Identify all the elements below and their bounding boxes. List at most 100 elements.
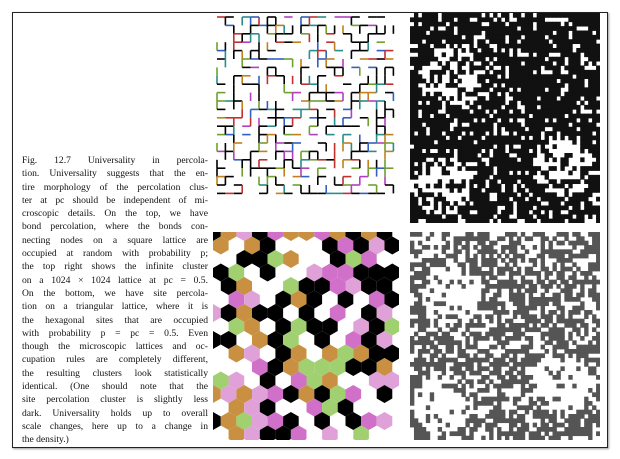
cluster-cell (568, 26, 572, 31)
cluster-cell (549, 13, 553, 18)
cluster-cell (450, 149, 454, 154)
cluster-cell (521, 345, 525, 350)
cluster-cell (418, 127, 422, 132)
cluster-cell (469, 61, 473, 66)
cluster-cell (592, 371, 596, 376)
cluster-cell (553, 57, 557, 62)
cluster-cell (446, 122, 450, 127)
cluster-cell (410, 83, 414, 88)
cluster-cell (533, 262, 537, 267)
cluster-cell (545, 427, 549, 432)
cluster-cell (438, 136, 442, 141)
cluster-cell (572, 210, 576, 215)
cluster-cell (418, 241, 422, 246)
cluster-cell (465, 436, 469, 440)
cluster-cell (489, 201, 493, 206)
cluster-cell (537, 118, 541, 123)
cluster-cell (410, 127, 414, 132)
cluster-cell (426, 280, 430, 285)
cluster-cell (533, 188, 537, 193)
cluster-cell (564, 340, 568, 345)
cluster-cell (596, 332, 600, 337)
cluster-cell (568, 210, 572, 215)
cluster-cell (485, 48, 489, 53)
cluster-cell (537, 74, 541, 79)
cluster-cell (414, 31, 418, 36)
cluster-cell (521, 96, 525, 101)
cluster-cell (568, 336, 572, 341)
cluster-cell (553, 262, 557, 267)
cluster-cell (525, 70, 529, 75)
cluster-cell (422, 310, 426, 315)
cluster-cell (418, 44, 422, 49)
cluster-cell (572, 118, 576, 123)
cluster-cell (446, 144, 450, 149)
cluster-cell (529, 219, 533, 223)
cluster-cell (509, 39, 513, 44)
cluster-cell (414, 332, 418, 337)
cluster-cell (560, 306, 564, 311)
cluster-cell (454, 105, 458, 110)
cluster-cell (576, 22, 580, 27)
cluster-cell (422, 31, 426, 36)
cluster-cell (572, 418, 576, 423)
cluster-cell (541, 13, 545, 18)
cluster-cell (545, 184, 549, 189)
cluster-cell (458, 70, 462, 75)
cluster-cell (414, 197, 418, 202)
cluster-cell (410, 96, 414, 101)
cluster-cell (438, 105, 442, 110)
cluster-cell (521, 206, 525, 211)
cluster-cell (461, 39, 465, 44)
cluster-cell (485, 258, 489, 263)
cluster-cell (454, 144, 458, 149)
cluster-cell (560, 101, 564, 106)
cluster-cell (438, 184, 442, 189)
cluster-cell (572, 92, 576, 97)
cluster-cell (592, 245, 596, 250)
cluster-cell (560, 310, 564, 315)
cluster-cell (414, 310, 418, 315)
cluster-cell (426, 122, 430, 127)
cluster-cell (584, 22, 588, 27)
cluster-cell (461, 362, 465, 367)
cluster-cell (533, 414, 537, 419)
cluster-cell (489, 66, 493, 71)
cluster-cell (430, 340, 434, 345)
cluster-cell (556, 210, 560, 215)
cluster-cell (533, 192, 537, 197)
cluster-cell (469, 127, 473, 132)
cluster-cell (430, 232, 434, 237)
cluster-cell (541, 118, 545, 123)
cluster-cell (446, 332, 450, 337)
cluster-cell (442, 166, 446, 171)
cluster-cell (560, 327, 564, 332)
cluster-cell (426, 245, 430, 250)
cluster-cell (497, 301, 501, 306)
cluster-cell (501, 210, 505, 215)
cluster-cell (509, 140, 513, 145)
cluster-cell (438, 22, 442, 27)
cluster-cell (489, 179, 493, 184)
cluster-cell (501, 323, 505, 328)
cluster-cell (501, 66, 505, 71)
cluster-cell (521, 366, 525, 371)
cluster-cell (576, 192, 580, 197)
cluster-cell (580, 431, 584, 436)
cluster-cell (592, 105, 596, 110)
cluster-cell (525, 214, 529, 219)
cluster-cell (493, 371, 497, 376)
cluster-cell (501, 280, 505, 285)
cluster-cell (450, 214, 454, 219)
cluster-cell (572, 17, 576, 22)
cluster-cell (549, 197, 553, 202)
cluster-cell (493, 293, 497, 298)
cluster-cell (458, 39, 462, 44)
cluster-cell (497, 271, 501, 276)
cluster-cell (568, 249, 572, 254)
cluster-cell (556, 254, 560, 259)
cluster-cell (477, 122, 481, 127)
cluster-cell (545, 48, 549, 53)
cluster-cell (549, 166, 553, 171)
cluster-cell (513, 301, 517, 306)
